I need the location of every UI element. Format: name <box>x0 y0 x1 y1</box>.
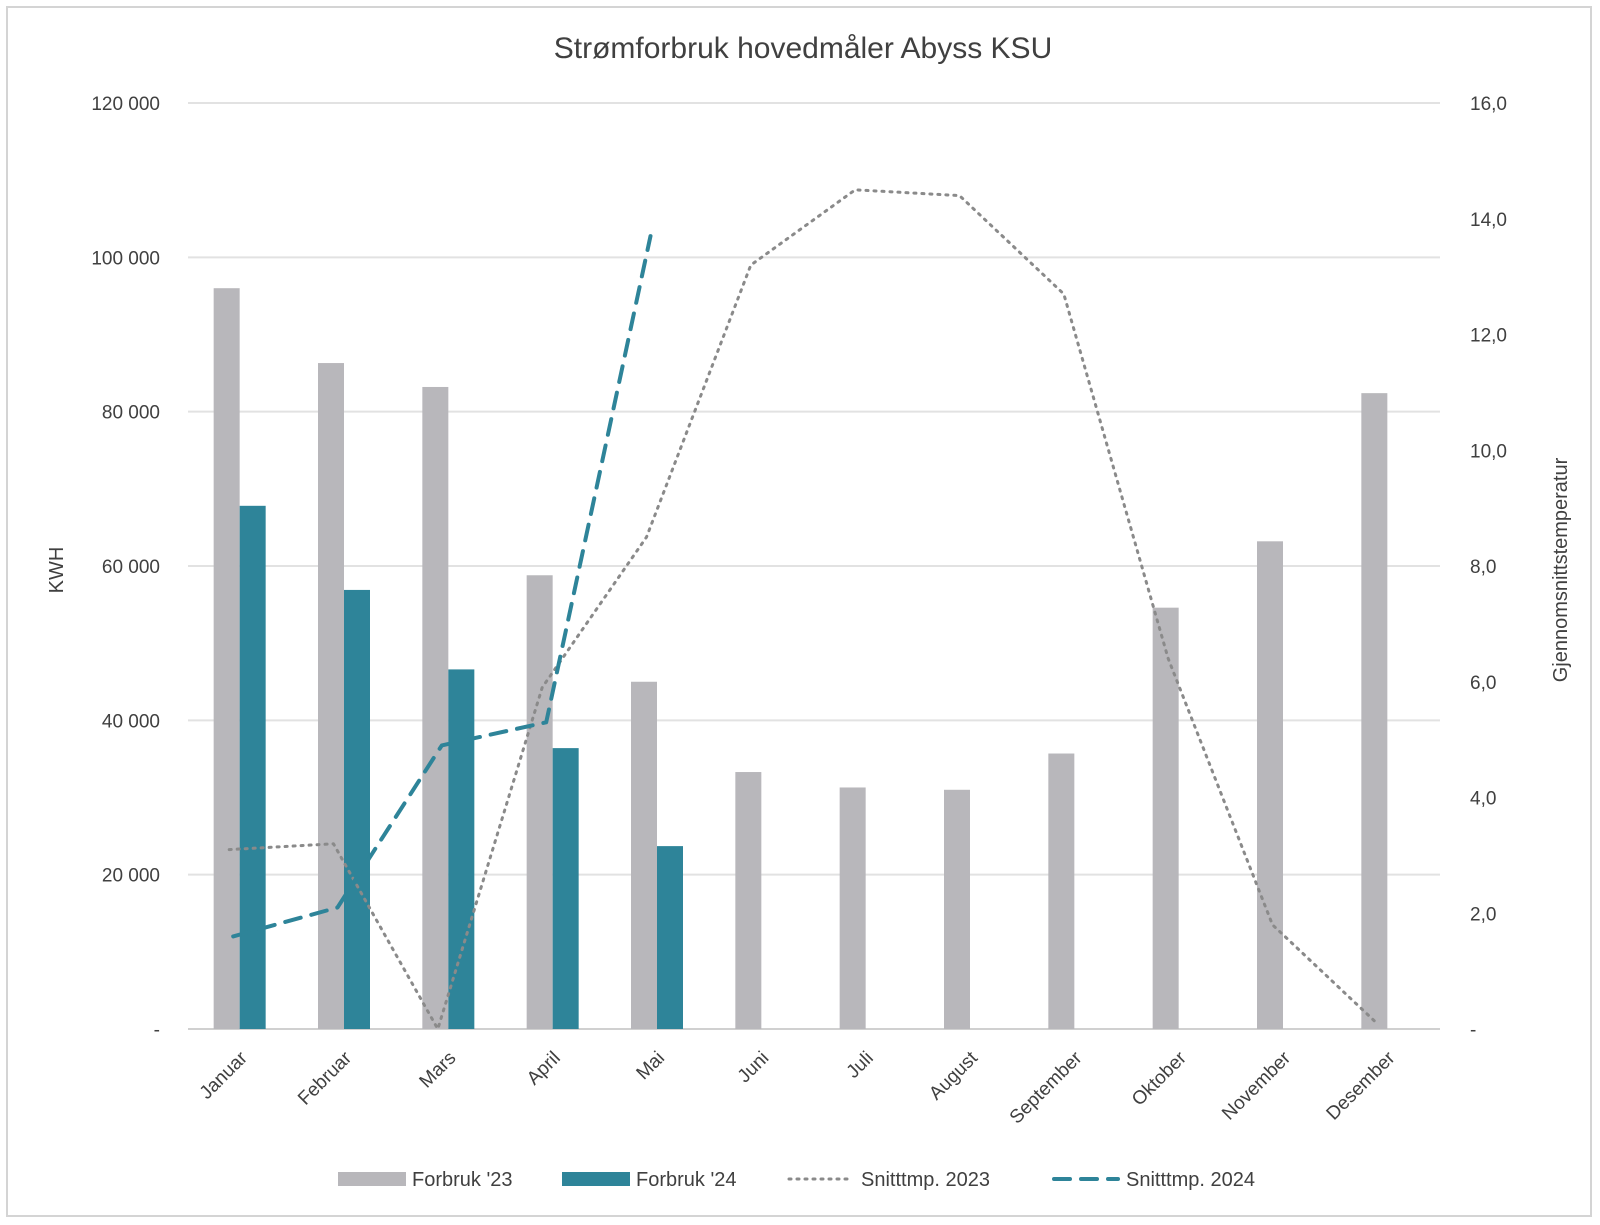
y2-tick-label: 16,0 <box>1470 94 1507 115</box>
bar <box>1257 541 1283 1029</box>
y-tick-label: 80 000 <box>102 403 160 424</box>
y2-axis-label: Gjennomsnittstemperatur <box>1550 457 1572 682</box>
x-tick-label: November <box>1218 1047 1295 1124</box>
y-axis-ticks: - 20 000 40 000 60 000 80 000 100 000 120 000 <box>91 94 160 1041</box>
x-tick-label: Oktober <box>1128 1047 1191 1110</box>
y-tick-label: - <box>154 1020 160 1041</box>
x-tick-label: September <box>1006 1047 1087 1128</box>
chart-frame <box>6 6 1592 1217</box>
x-tick-label: Juni <box>734 1048 773 1087</box>
legend-label: Forbruk '24 <box>636 1169 737 1191</box>
bar <box>1048 753 1075 1029</box>
legend-label: Snitttmp. 2024 <box>1126 1169 1255 1191</box>
legend-label: Snitttmp. 2023 <box>861 1169 990 1191</box>
line-snitttmp-2023 <box>227 188 1379 1031</box>
y-tick-label: 120 000 <box>91 94 160 115</box>
legend-label: Forbruk '23 <box>412 1169 513 1191</box>
bar <box>448 669 475 1029</box>
x-tick-label: Februar <box>294 1047 356 1109</box>
x-tick-label: August <box>925 1047 982 1104</box>
x-tick-label: April <box>523 1048 565 1090</box>
y2-tick-label: 12,0 <box>1470 326 1507 347</box>
x-tick-label: Mai <box>633 1048 670 1085</box>
bar <box>526 575 553 1029</box>
y2-tick-label: 10,0 <box>1470 441 1507 462</box>
bar <box>239 505 266 1029</box>
bar <box>344 589 370 1029</box>
y-tick-label: 20 000 <box>102 866 160 887</box>
legend-swatch <box>562 1172 630 1186</box>
y2-tick-label: 2,0 <box>1470 904 1496 925</box>
lines <box>227 188 1379 1031</box>
y2-tick-label: 8,0 <box>1470 557 1496 578</box>
x-tick-label: Desember <box>1323 1047 1400 1124</box>
bar <box>422 386 449 1029</box>
bar <box>735 772 762 1029</box>
y2-axis-ticks: - 2,0 4,0 6,0 8,0 10,0 12,0 14,0 16,0 <box>1470 94 1507 1041</box>
line-snitttmp-2024 <box>231 234 653 939</box>
bars <box>213 288 1388 1030</box>
y2-tick-label: 6,0 <box>1470 673 1496 694</box>
y-axis-label: KWH <box>46 547 68 594</box>
bar <box>1152 607 1179 1029</box>
y2-tick-label: 14,0 <box>1470 210 1507 231</box>
gridlines <box>188 102 1440 1030</box>
y-tick-label: 100 000 <box>91 248 160 269</box>
bar <box>318 363 344 1030</box>
bar <box>1361 393 1388 1029</box>
bar <box>213 288 240 1029</box>
bar <box>839 787 866 1029</box>
x-axis-labels: Januar Februar Mars April Mai Juni Juli August S… <box>196 1047 1400 1128</box>
bar <box>657 846 683 1029</box>
y-tick-label: 60 000 <box>102 557 160 578</box>
bar <box>631 681 657 1029</box>
y-tick-label: 40 000 <box>102 711 160 732</box>
y2-tick-label: 4,0 <box>1470 789 1496 810</box>
legend: Forbruk '23 Forbruk '24 Snitttmp. 2023 Snit… <box>338 1169 1255 1191</box>
x-tick-label: Januar <box>196 1047 252 1103</box>
x-tick-label: Juli <box>843 1048 878 1083</box>
bar <box>944 789 970 1029</box>
legend-swatch <box>338 1172 406 1186</box>
y2-tick-label: - <box>1470 1020 1476 1041</box>
chart-title: Strømforbruk hovedmåler Abyss KSU <box>554 32 1053 65</box>
x-tick-label: Mars <box>416 1048 461 1093</box>
bar <box>552 748 579 1029</box>
